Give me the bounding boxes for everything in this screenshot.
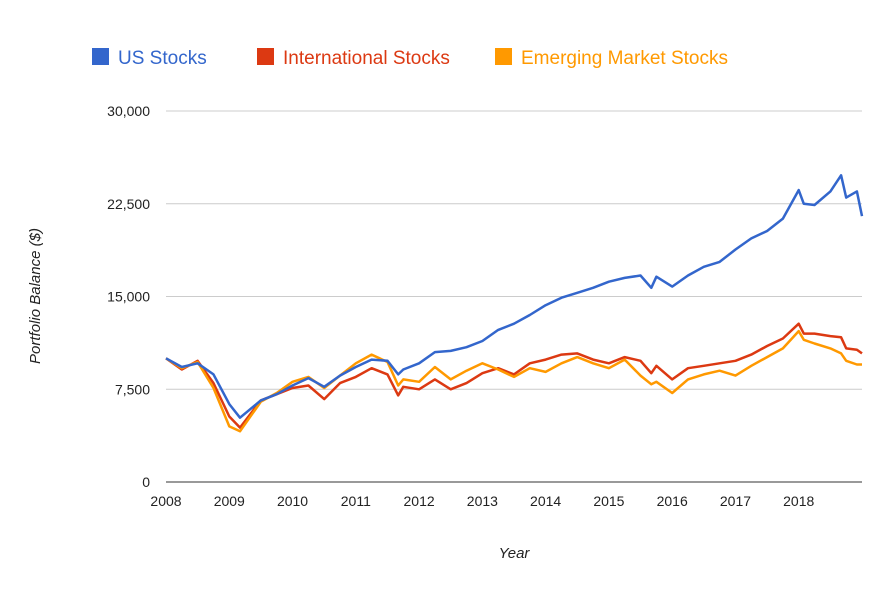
- y-tick-label: 0: [142, 474, 150, 490]
- y-tick-label: 15,000: [107, 289, 150, 305]
- x-tick-label: 2012: [404, 493, 435, 509]
- gridlines: [166, 110, 862, 483]
- y-tick-label: 22,500: [107, 196, 150, 212]
- x-tick-label: 2011: [341, 493, 371, 509]
- x-tick-label: 2015: [593, 493, 624, 509]
- series-lines: [165, 174, 864, 433]
- x-tick-label: 2010: [277, 493, 308, 509]
- x-axis-title: Year: [499, 545, 531, 562]
- y-axis-title: Portfolio Balance ($): [27, 228, 44, 364]
- axes: 0 7,500 15,000 22,500 30,000 2008 2009 2010 2011…: [107, 103, 814, 509]
- legend-swatch: [495, 48, 512, 65]
- x-tick-label: 2016: [657, 493, 688, 509]
- x-tick-label: 2009: [214, 493, 245, 509]
- x-tick-label: 2018: [783, 493, 814, 509]
- legend-label: US Stocks: [118, 48, 207, 69]
- x-tick-label: 2013: [467, 493, 498, 509]
- x-tick-label: 2014: [530, 493, 561, 509]
- y-tick-label: 30,000: [107, 103, 150, 119]
- series-line-us-stocks: [165, 174, 864, 419]
- x-tick-label: 2017: [720, 493, 751, 509]
- legend: US Stocks International Stocks Emerging Ma…: [92, 48, 728, 69]
- legend-swatch: [257, 48, 274, 65]
- series-line-international-stocks: [165, 322, 863, 429]
- series-line-emerging-market-stocks: [165, 329, 862, 433]
- legend-label: Emerging Market Stocks: [521, 48, 728, 69]
- y-tick-label: 7,500: [115, 381, 150, 397]
- legend-item-international-stocks: International Stocks: [257, 48, 450, 69]
- legend-label: International Stocks: [283, 48, 450, 69]
- x-tick-label: 2008: [150, 493, 181, 509]
- legend-item-us-stocks: US Stocks: [92, 48, 207, 69]
- legend-swatch: [92, 48, 109, 65]
- legend-item-emerging-market-stocks: Emerging Market Stocks: [495, 48, 728, 69]
